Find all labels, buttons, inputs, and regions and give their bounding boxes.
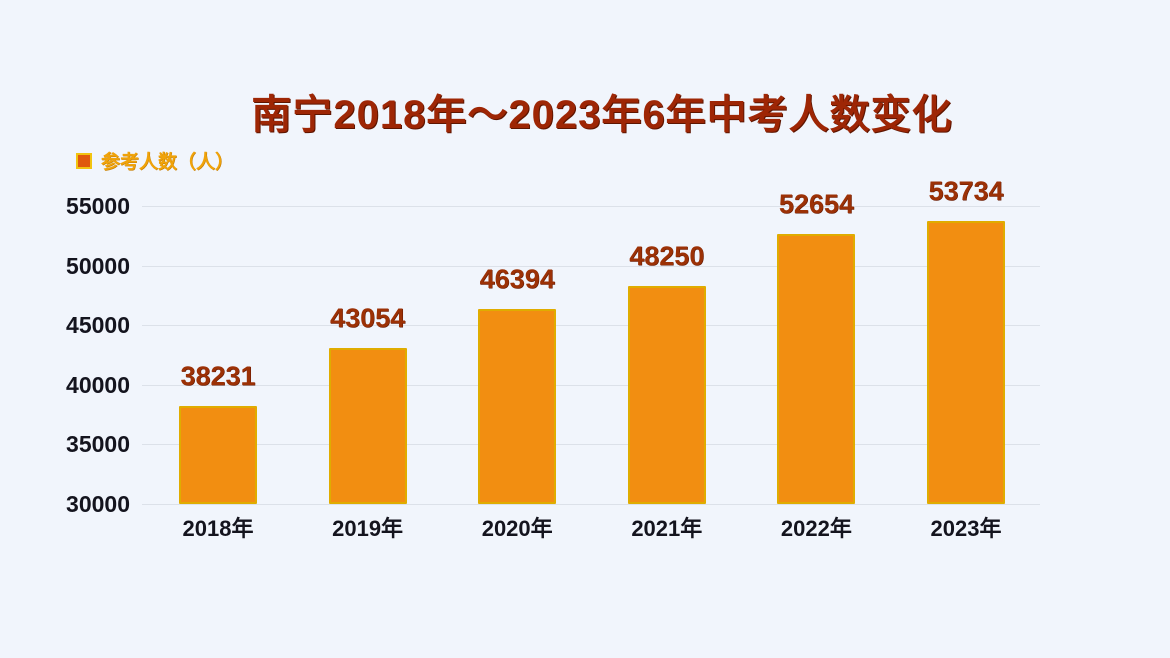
- legend-label: 参考人数（人）: [101, 152, 235, 173]
- bar-2023年: [927, 221, 1005, 504]
- bar-value-label: 43054: [330, 303, 406, 334]
- legend: 参考人数（人）: [76, 147, 234, 174]
- y-axis-tick-label: 40000: [66, 371, 130, 398]
- gridline-30000: [142, 504, 1040, 505]
- bar-2019年: [328, 348, 407, 504]
- y-axis-tick-label: 35000: [66, 431, 130, 458]
- x-axis-tick-label: 2021年: [631, 516, 703, 541]
- y-axis-tick-label: 50000: [66, 252, 130, 279]
- y-axis-tick-label: 45000: [66, 312, 130, 339]
- bar-value-label: 52654: [778, 188, 854, 219]
- bar-value-label: 38231: [180, 360, 256, 391]
- gridline-50000: [142, 265, 1040, 267]
- chart-title: 南宁2018年～2023年6年中考人数变化: [251, 93, 953, 137]
- y-axis-tick-label: 55000: [66, 193, 130, 219]
- bar-2022年: [777, 233, 856, 504]
- bar-value-label: 46394: [479, 263, 555, 294]
- gridline-35000: [142, 444, 1040, 446]
- y-axis-tick-label: 30000: [66, 491, 130, 517]
- x-axis-tick-label: 2020年: [481, 516, 553, 541]
- gridline-45000: [142, 325, 1040, 327]
- gridline-55000: [142, 206, 1040, 207]
- bar-value-label: 48250: [629, 241, 705, 272]
- x-axis-tick-label: 2019年: [332, 516, 404, 541]
- gridline-40000: [142, 384, 1040, 386]
- bar-2021年: [627, 286, 706, 504]
- bar-2020年: [478, 308, 557, 504]
- legend-swatch-icon: [76, 152, 92, 169]
- bar-2018年: [179, 405, 257, 504]
- x-axis-tick-label: 2018年: [182, 516, 254, 541]
- x-axis-tick-label: 2023年: [930, 516, 1002, 541]
- x-axis-tick-label: 2022年: [780, 516, 852, 541]
- bar-value-label: 53734: [928, 176, 1004, 207]
